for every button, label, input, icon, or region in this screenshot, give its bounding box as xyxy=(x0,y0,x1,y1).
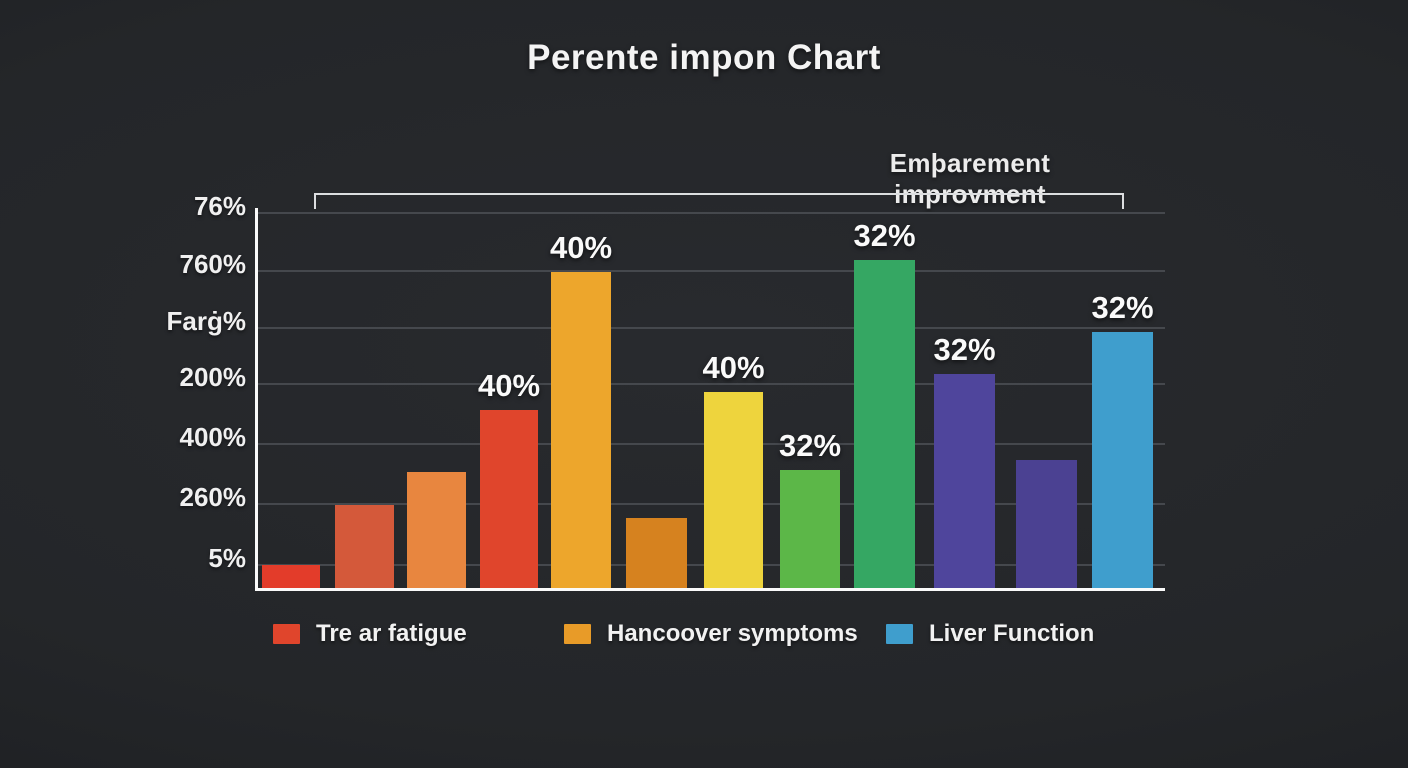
y-axis-tick-label: 200% xyxy=(179,362,247,392)
bar xyxy=(335,505,394,590)
bar xyxy=(1092,332,1153,590)
legend-swatch-blue xyxy=(886,624,913,644)
gridline xyxy=(256,270,1165,272)
legend: Tre ar fatigue Hancoover symptoms Liver … xyxy=(0,618,1408,650)
y-axis-tick-label: 260% xyxy=(179,482,247,512)
legend-item: Hancoover symptoms xyxy=(564,618,858,650)
bar xyxy=(480,410,538,590)
y-axis-line xyxy=(255,208,258,591)
annotation-bracket xyxy=(314,193,1124,209)
y-axis-tick-label: 400% xyxy=(179,422,247,452)
legend-label: Liver Function xyxy=(929,620,1095,647)
bar-value-label: 32% xyxy=(933,332,996,367)
legend-label: Hancoover symptoms xyxy=(607,620,858,647)
bar-value-label: 40% xyxy=(477,368,541,403)
bar-value-label: 40% xyxy=(702,350,765,385)
bar xyxy=(407,472,466,590)
x-axis-line xyxy=(255,588,1165,591)
y-axis-tick-label: Farġ% xyxy=(166,306,246,336)
gridline xyxy=(256,212,1165,214)
bar-value-label: 32% xyxy=(1091,290,1154,325)
bar xyxy=(780,470,840,590)
legend-item: Liver Function xyxy=(886,618,1094,650)
legend-item: Tre ar fatigue xyxy=(273,618,467,650)
gridline xyxy=(256,383,1165,385)
bar-value-label: 32% xyxy=(778,428,842,463)
gridline xyxy=(256,327,1165,329)
bar xyxy=(551,272,611,590)
bar xyxy=(262,565,320,590)
bar xyxy=(934,374,995,590)
bar xyxy=(704,392,763,590)
y-axis-tick-label: 76% xyxy=(193,191,246,221)
y-axis-tick-label: 5% xyxy=(208,543,246,573)
chart-title: Perente impon Chart xyxy=(527,38,881,77)
bar-value-label: 40% xyxy=(549,230,613,265)
legend-swatch-red xyxy=(273,624,300,644)
bar xyxy=(626,518,687,590)
bar xyxy=(854,260,915,590)
bar xyxy=(1016,460,1077,590)
y-axis-tick-label: 760% xyxy=(179,249,247,279)
bar-value-label: 32% xyxy=(853,218,916,253)
legend-label: Tre ar fatigue xyxy=(316,620,467,647)
legend-swatch-orange xyxy=(564,624,591,644)
